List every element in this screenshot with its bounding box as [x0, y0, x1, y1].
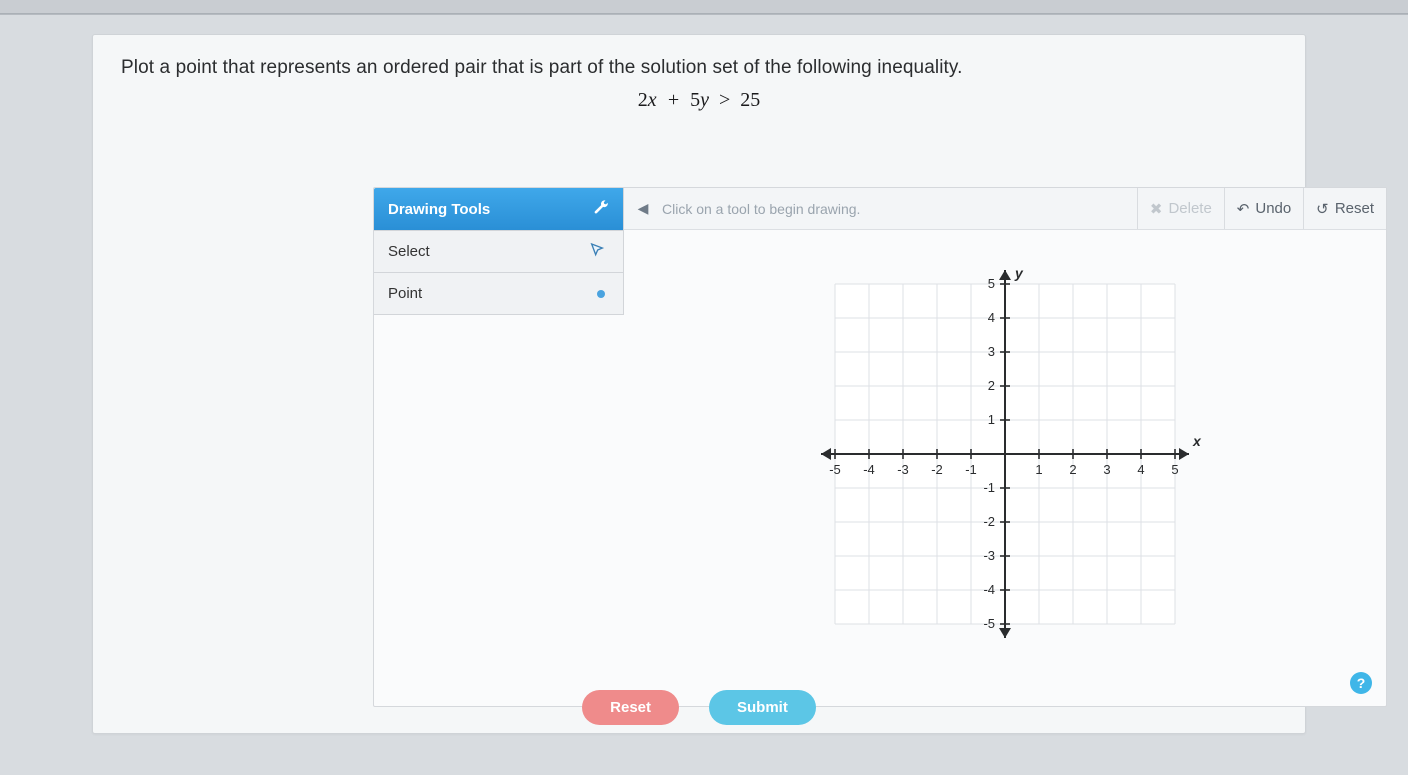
- svg-text:-1: -1: [965, 462, 977, 477]
- collapse-arrow-icon[interactable]: ◀: [634, 200, 652, 217]
- graph-wrap: -5-4-3-2-112345-5-4-3-2-112345xy: [624, 230, 1386, 706]
- tool-point-label: Point: [388, 285, 422, 302]
- svg-text:-2: -2: [931, 462, 943, 477]
- tool-header-label: Drawing Tools: [388, 201, 490, 218]
- svg-text:-5: -5: [983, 616, 995, 631]
- tool-point[interactable]: Point: [374, 272, 623, 314]
- page-root: Plot a point that represents an ordered …: [0, 0, 1408, 775]
- svg-text:4: 4: [988, 310, 995, 325]
- delete-icon: ✖: [1150, 200, 1163, 218]
- coef-y: 5: [690, 89, 700, 111]
- inequality-expression: 2x + 5y > 25: [121, 89, 1277, 112]
- coordinate-graph[interactable]: -5-4-3-2-112345-5-4-3-2-112345xy: [805, 254, 1205, 654]
- canvas-toolbar: ◀ Click on a tool to begin drawing. ✖ De…: [624, 188, 1386, 230]
- svg-text:y: y: [1014, 265, 1024, 281]
- svg-text:-4: -4: [983, 582, 995, 597]
- undo-label: Undo: [1255, 200, 1291, 217]
- svg-text:-4: -4: [863, 462, 875, 477]
- tool-column: Drawing Tools Select Point: [374, 188, 624, 315]
- svg-text:1: 1: [1035, 462, 1042, 477]
- svg-text:2: 2: [1069, 462, 1076, 477]
- instruction-text: Plot a point that represents an ordered …: [121, 57, 1277, 79]
- svg-text:x: x: [1192, 433, 1202, 449]
- coef-x: 2: [638, 89, 648, 111]
- svg-text:3: 3: [988, 344, 995, 359]
- undo-icon: ↶: [1237, 200, 1250, 218]
- svg-text:-2: -2: [983, 514, 995, 529]
- submit-button[interactable]: Submit: [709, 690, 816, 725]
- drawing-tool-panel: Drawing Tools Select Point ◀: [373, 187, 1387, 707]
- tool-select[interactable]: Select: [374, 230, 623, 272]
- tool-select-label: Select: [388, 243, 430, 260]
- undo-button[interactable]: ↶ Undo: [1224, 188, 1303, 229]
- bottom-button-row: Reset Submit: [93, 690, 1305, 725]
- reset-button[interactable]: Reset: [582, 690, 679, 725]
- cursor-icon: [589, 242, 605, 262]
- delete-button[interactable]: ✖ Delete: [1137, 188, 1224, 229]
- svg-text:5: 5: [1171, 462, 1178, 477]
- svg-text:3: 3: [1103, 462, 1110, 477]
- point-dot-icon: [597, 290, 605, 298]
- tool-header: Drawing Tools: [374, 188, 623, 230]
- window-topbar: [0, 0, 1408, 14]
- divider: [0, 14, 1408, 15]
- svg-text:2: 2: [988, 378, 995, 393]
- reset-tool-label: Reset: [1335, 200, 1374, 217]
- svg-text:-3: -3: [983, 548, 995, 563]
- svg-text:4: 4: [1137, 462, 1144, 477]
- operator: >: [719, 89, 730, 111]
- svg-text:1: 1: [988, 412, 995, 427]
- help-button[interactable]: ?: [1350, 672, 1372, 694]
- svg-text:-1: -1: [983, 480, 995, 495]
- svg-text:-5: -5: [829, 462, 841, 477]
- svg-text:-3: -3: [897, 462, 909, 477]
- wrench-icon[interactable]: [593, 199, 609, 219]
- question-card: Plot a point that represents an ordered …: [92, 34, 1306, 734]
- reset-tool-button[interactable]: ↻ Reset: [1303, 188, 1386, 229]
- reset-icon: ↻: [1316, 200, 1329, 218]
- svg-text:5: 5: [988, 276, 995, 291]
- rhs: 25: [740, 89, 760, 111]
- toolbar-hint: Click on a tool to begin drawing.: [662, 201, 1137, 217]
- delete-label: Delete: [1168, 200, 1211, 217]
